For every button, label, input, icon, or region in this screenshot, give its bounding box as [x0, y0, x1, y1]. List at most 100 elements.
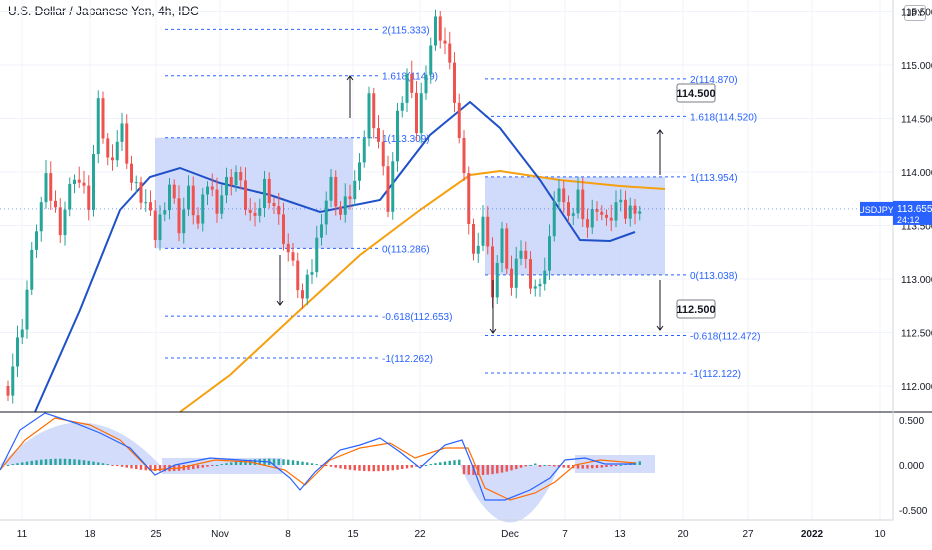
candle-body — [605, 214, 608, 218]
macd-histogram-bar — [515, 465, 518, 470]
candle-body — [196, 215, 200, 224]
macd-histogram-bar — [154, 465, 157, 472]
candle-body — [405, 73, 409, 103]
macd-histogram-bar — [40, 459, 43, 465]
candle-body — [552, 201, 556, 237]
macd-histogram-bar — [443, 461, 447, 465]
fib-level-label: 2(114.870) — [690, 75, 738, 86]
macd-histogram-bar — [543, 464, 546, 466]
macd-histogram-bar — [524, 465, 527, 467]
macd-histogram-bar — [510, 465, 513, 471]
macd-histogram-bar — [453, 460, 456, 465]
macd-histogram-bar — [291, 460, 295, 465]
candle-body — [438, 16, 442, 41]
candle-body — [638, 211, 642, 214]
candle-body — [486, 216, 490, 247]
macd-histogram-bar — [439, 462, 442, 465]
macd-histogram-bar — [206, 465, 209, 467]
macd-arc-highlight — [460, 465, 560, 523]
macd-histogram-bar — [377, 465, 380, 472]
candle-body — [381, 141, 385, 167]
macd-histogram-bar — [211, 465, 214, 466]
candle-body — [429, 45, 433, 75]
macd-histogram-bar — [215, 464, 219, 466]
macd-histogram-bar — [106, 464, 109, 466]
macd-histogram-bar — [49, 458, 52, 465]
target-callout-lower-text: 112.500 — [676, 304, 715, 316]
target-callout-upper — [676, 83, 716, 103]
macd-histogram-bar — [63, 458, 67, 465]
macd-histogram-bar — [296, 460, 299, 465]
currency-badge[interactable]: JPY — [904, 5, 926, 21]
macd-histogram-bar — [116, 465, 119, 466]
macd-histogram-bar — [448, 460, 451, 465]
arrow-up-head — [346, 75, 354, 81]
x-tick-label: 25 — [150, 529, 162, 540]
macd-histogram-bar — [87, 460, 90, 465]
macd-histogram-bar — [6, 465, 10, 466]
macd-histogram-bar — [30, 460, 33, 465]
macd-histogram-bar — [614, 465, 618, 466]
candle-body — [476, 245, 480, 254]
candle-body — [101, 98, 105, 139]
candle-body — [20, 329, 24, 338]
price-tag-text: 113.655 — [897, 204, 932, 215]
macd-histogram-bar — [424, 464, 428, 466]
macd-histogram-bar — [306, 462, 309, 465]
macd-line — [0, 412, 635, 501]
candle-body — [125, 123, 129, 164]
fib-level-label: -1(112.262) — [382, 354, 433, 365]
x-tick-label: Nov — [211, 529, 229, 540]
macd-histogram-bar — [353, 465, 356, 471]
macd-histogram-bar — [225, 463, 228, 465]
macd-histogram-bar — [196, 465, 200, 469]
candle-body — [609, 217, 613, 221]
candle-body — [586, 219, 589, 228]
candle-body — [215, 189, 219, 214]
macd-histogram-bar — [125, 465, 128, 468]
candle-body — [134, 182, 138, 184]
candle-body — [624, 199, 627, 219]
candle-body — [358, 162, 361, 181]
x-tick-label: 2022 — [801, 529, 824, 540]
y-tick-label: 113.500 — [901, 222, 932, 233]
macd-histogram-bar — [310, 463, 314, 465]
candle-body — [524, 250, 528, 260]
macd-histogram-bar — [496, 465, 499, 474]
candle-body — [396, 110, 399, 162]
macd-histogram-bar — [149, 465, 152, 471]
price-tag[interactable] — [893, 200, 932, 225]
macd-histogram-bar — [315, 464, 318, 466]
macd-histogram-bar — [21, 462, 24, 465]
macd-histogram-bar — [386, 465, 390, 471]
candle-body — [49, 173, 53, 201]
candle-body — [467, 173, 471, 225]
macd-histogram-bar — [538, 465, 542, 467]
candle-body — [158, 214, 162, 241]
candle-body — [172, 184, 176, 199]
macd-histogram-bar — [600, 465, 603, 468]
candle-body — [153, 210, 157, 241]
macd-histogram-bar — [567, 465, 570, 469]
arrow-down-head — [489, 328, 497, 334]
macd-histogram-bar — [420, 465, 423, 466]
candle-body — [229, 176, 233, 186]
candle-body — [30, 249, 34, 290]
x-tick-label: 8 — [285, 529, 291, 540]
macd-histogram-bar — [534, 463, 537, 465]
candle-body — [362, 138, 366, 163]
candle-body — [277, 206, 281, 215]
macd-histogram-bar — [486, 465, 489, 475]
macd-histogram-bar — [429, 464, 432, 466]
macd-histogram-bar — [500, 465, 504, 473]
macd-histogram-bar — [187, 465, 190, 470]
candle-body — [400, 102, 404, 111]
candle-body — [115, 141, 119, 161]
macd-histogram-bar — [591, 465, 594, 469]
symbol-tag — [860, 201, 893, 216]
macd-histogram-bar — [16, 463, 19, 465]
macd-histogram-bar — [434, 463, 437, 465]
arrow-down-head — [656, 325, 664, 331]
macd-histogram-bar — [230, 462, 233, 465]
